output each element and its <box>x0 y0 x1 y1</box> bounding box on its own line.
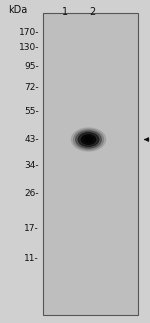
Text: 1: 1 <box>62 7 68 17</box>
Ellipse shape <box>78 132 99 147</box>
Ellipse shape <box>73 129 104 150</box>
Text: 55-: 55- <box>24 107 39 116</box>
Text: 170-: 170- <box>18 28 39 37</box>
Ellipse shape <box>71 128 106 151</box>
Text: 11-: 11- <box>24 254 39 263</box>
Text: 43-: 43- <box>24 135 39 144</box>
Ellipse shape <box>84 137 93 142</box>
Text: 17-: 17- <box>24 224 39 233</box>
Text: 2: 2 <box>89 7 95 17</box>
Ellipse shape <box>76 131 101 148</box>
Bar <box>43 13 138 315</box>
Text: 72-: 72- <box>24 83 39 92</box>
Text: 34-: 34- <box>24 161 39 170</box>
Text: 26-: 26- <box>24 189 39 198</box>
Text: 95-: 95- <box>24 62 39 71</box>
Text: 130-: 130- <box>18 43 39 52</box>
Text: kDa: kDa <box>8 5 27 15</box>
Ellipse shape <box>81 135 96 144</box>
